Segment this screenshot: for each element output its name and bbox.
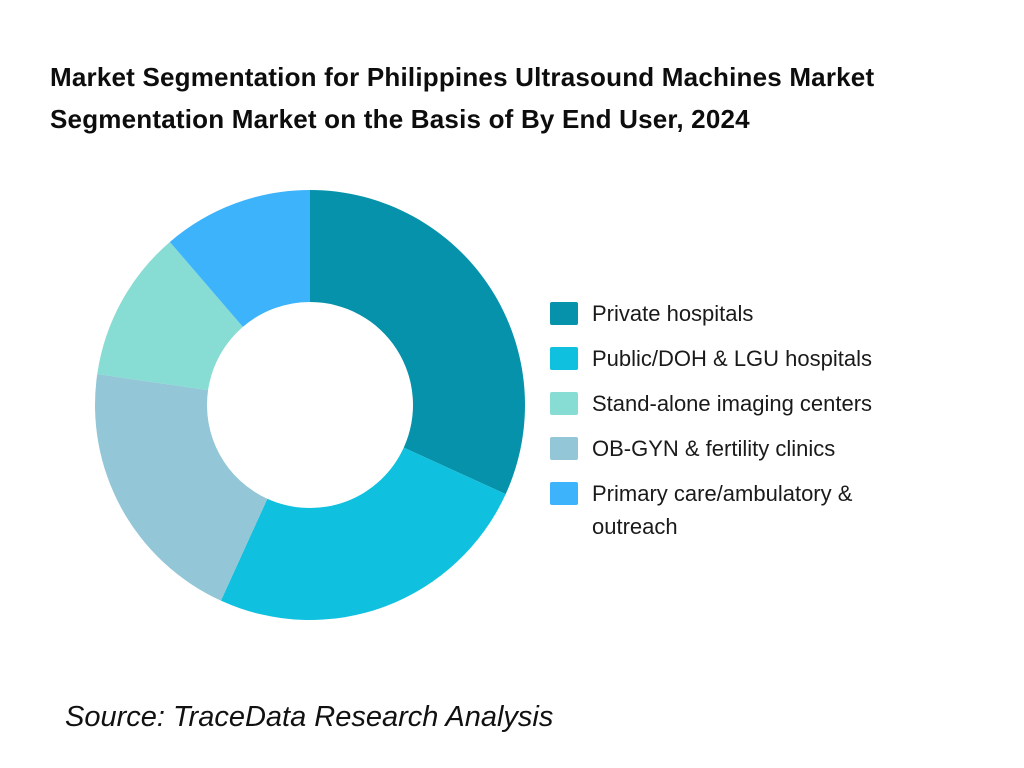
legend-label: Public/DOH & LGU hospitals: [592, 346, 872, 371]
page-title-line-2: Segmentation Market on the Basis of By E…: [50, 104, 750, 134]
legend-swatch: [550, 302, 578, 325]
donut-slice-ob-gyn-fertility-clinics: [94, 374, 268, 601]
legend-label: Stand-alone imaging centers: [592, 391, 873, 416]
donut-slice-primary-care-ambulatory-outreach: [169, 190, 310, 327]
legend-item: OB-GYN & fertility clinics: [550, 432, 922, 465]
page-title-line-1: Market Segmentation for Philippines Ultr…: [50, 62, 875, 92]
donut-slice-private-hospitals: [310, 190, 525, 495]
legend-swatch: [550, 347, 578, 370]
legend-label: Private hospitals: [592, 301, 754, 326]
donut-slice-public-doh-lgu-hospitals: [220, 447, 506, 620]
legend-label: Primary care/ambulatory & outreach: [592, 481, 853, 539]
donut-chart-svg: [94, 190, 525, 620]
legend-swatch: [550, 437, 578, 460]
donut-slice-stand-alone-imaging-centers: [97, 241, 243, 391]
legend-swatch: [550, 482, 578, 505]
chart-legend: Private hospitals Public/DOH & LGU hospit…: [550, 297, 922, 555]
legend-label: OB-GYN & fertility clinics: [592, 436, 836, 461]
legend-item: Public/DOH & LGU hospitals: [550, 342, 922, 375]
legend-item: Primary care/ambulatory & outreach: [550, 477, 922, 543]
donut-chart: [90, 185, 530, 625]
legend-swatch: [550, 392, 578, 415]
source-note: Source: TraceData Research Analysis: [65, 701, 554, 733]
legend-item: Private hospitals: [550, 297, 922, 330]
legend-item: Stand-alone imaging centers: [550, 387, 922, 420]
page-title: Market Segmentation for Philippines Ultr…: [50, 56, 1010, 140]
